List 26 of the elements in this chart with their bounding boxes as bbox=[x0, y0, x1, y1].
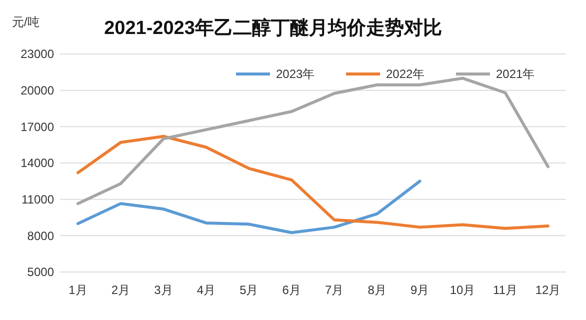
x-tick-label: 3月 bbox=[154, 283, 173, 297]
chart-title: 2021-2023年乙二醇丁醚月均价走势对比 bbox=[104, 17, 442, 39]
y-tick-label: 8000 bbox=[27, 228, 54, 243]
legend-label: 2023年 bbox=[276, 67, 315, 82]
x-tick-label: 2月 bbox=[111, 283, 130, 297]
y-tick-label: 11000 bbox=[22, 192, 54, 207]
x-tick-label: 5月 bbox=[240, 283, 258, 297]
x-tick-label: 11月 bbox=[493, 283, 518, 297]
y-tick-label: 23000 bbox=[20, 47, 54, 62]
x-tick-label: 9月 bbox=[410, 283, 430, 297]
y-axis-title: 元/吨 bbox=[12, 15, 40, 29]
x-tick-label: 12月 bbox=[535, 283, 561, 297]
y-tick-label: 14000 bbox=[20, 156, 54, 170]
line-series bbox=[76, 180, 422, 234]
y-tick-label: 17000 bbox=[20, 120, 54, 134]
x-tick-label: 8月 bbox=[368, 283, 386, 297]
x-tick-label: 4月 bbox=[196, 283, 216, 297]
x-tick-label: 7月 bbox=[325, 283, 344, 297]
y-tick-label: 5000 bbox=[27, 265, 54, 280]
x-tick-label: 1月 bbox=[68, 283, 88, 297]
y-tick-label: 20000 bbox=[20, 84, 54, 98]
legend-label: 2021年 bbox=[496, 67, 535, 82]
legend-label: 2022年 bbox=[386, 67, 425, 82]
x-tick-label: 10月 bbox=[450, 283, 476, 297]
x-tick-label: 6月 bbox=[282, 283, 301, 297]
line-series bbox=[76, 134, 550, 230]
